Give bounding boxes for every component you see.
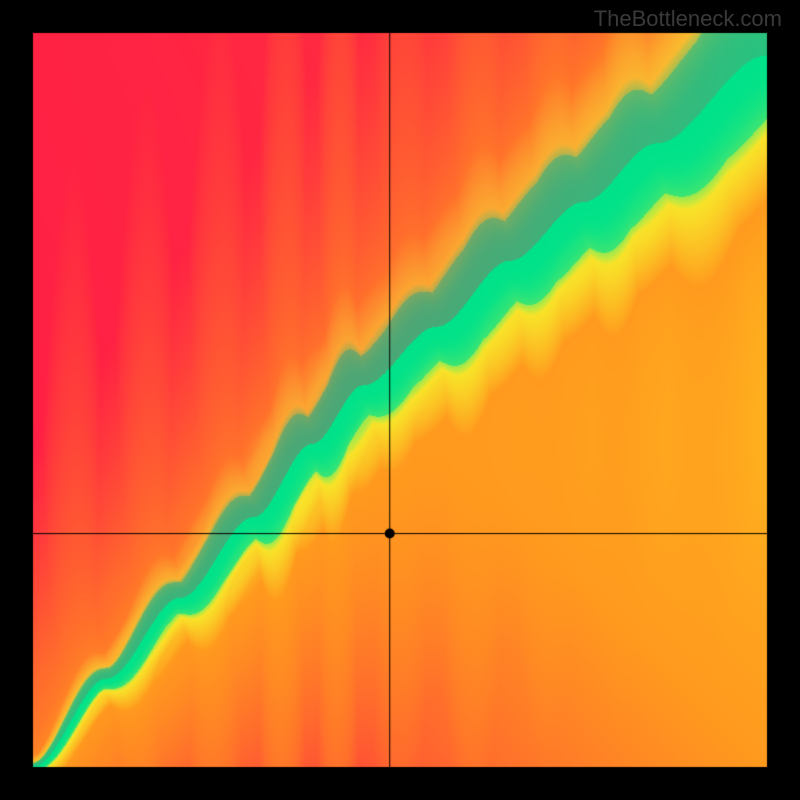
watermark-label: TheBottleneck.com (594, 6, 782, 32)
bottleneck-heatmap (0, 0, 800, 800)
